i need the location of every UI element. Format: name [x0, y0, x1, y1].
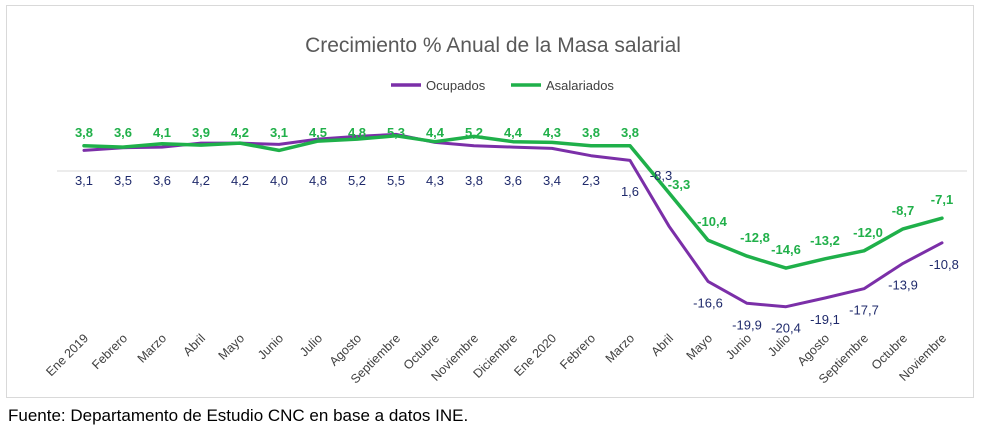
x-tick-label: Febrero	[557, 331, 598, 372]
data-label-asalariados: -3,3	[668, 177, 690, 192]
series-line-ocupados	[82, 132, 944, 309]
data-label-asalariados: -7,1	[931, 192, 953, 207]
x-tick-label: Abril	[649, 331, 677, 359]
source-note: Fuente: Departamento de Estudio CNC en b…	[8, 406, 469, 425]
data-label-asalariados: -14,6	[771, 242, 801, 257]
data-label-asalariados: -12,8	[740, 230, 770, 245]
series-layer	[82, 132, 944, 309]
data-label-ocupados: 3,5	[114, 173, 132, 188]
data-label-ocupados: 4,3	[426, 173, 444, 188]
data-label-ocupados: 2,3	[582, 173, 600, 188]
x-tick-label: Agosto	[327, 331, 364, 368]
x-tick-label: Julio	[297, 331, 325, 359]
data-label-ocupados: -16,6	[693, 295, 723, 310]
data-label-ocupados: 5,2	[348, 173, 366, 188]
data-label-asalariados: 3,6	[114, 125, 132, 140]
data-label-ocupados: 5,5	[387, 173, 405, 188]
x-tick-label: Abril	[181, 331, 209, 359]
data-label-ocupados: 4,8	[309, 173, 327, 188]
legend: Ocupados Asalariados	[391, 78, 614, 93]
data-label-asalariados: 4,4	[426, 125, 445, 140]
chart-title: Crecimiento % Anual de la Masa salarial	[305, 34, 681, 57]
x-tick-label: Marzo	[135, 331, 169, 365]
data-label-ocupados: -19,9	[732, 317, 762, 332]
x-tick-label: Junio	[723, 331, 754, 362]
data-label-ocupados: 4,2	[231, 173, 249, 188]
data-label-ocupados: 3,1	[75, 173, 93, 188]
data-label-asalariados: 5,2	[465, 125, 483, 140]
data-label-ocupados: 3,6	[504, 173, 522, 188]
line-chart: Crecimiento % Anual de la Masa salarial …	[43, 34, 967, 386]
data-label-asalariados: 4,5	[309, 125, 327, 140]
data-label-ocupados: 3,8	[465, 173, 483, 188]
data-label-asalariados: 4,4	[504, 125, 523, 140]
chart-frame: Crecimiento % Anual de la Masa salarial …	[6, 5, 974, 398]
series-line-asalariados	[82, 134, 944, 270]
data-label-asalariados: 3,9	[192, 125, 210, 140]
x-tick-label: Mayo	[216, 331, 248, 363]
x-tick-label: Febrero	[89, 331, 130, 372]
data-label-asalariados: 3,8	[621, 125, 639, 140]
data-label-ocupados: -13,9	[888, 277, 918, 292]
data-label-asalariados: 3,8	[75, 125, 93, 140]
data-label-ocupados: 3,4	[543, 173, 561, 188]
data-label-ocupados: 4,2	[192, 173, 210, 188]
data-label-ocupados: 1,6	[621, 184, 639, 199]
data-label-asalariados: -8,7	[892, 203, 914, 218]
x-tick-label: Marzo	[603, 331, 637, 365]
data-label-ocupados: 3,6	[153, 173, 171, 188]
data-label-asalariados: 4,3	[543, 125, 561, 140]
data-label-asalariados: 5,3	[387, 125, 405, 140]
x-tick-label: Mayo	[684, 331, 716, 363]
data-label-asalariados: -10,4	[697, 214, 727, 229]
data-label-asalariados: 4,2	[231, 125, 249, 140]
data-label-ocupados: -17,7	[849, 303, 879, 318]
x-tick-label: Junio	[255, 331, 286, 362]
data-label-ocupados: -20,4	[771, 321, 801, 336]
legend-label-asalariados: Asalariados	[546, 78, 614, 93]
data-label-layer: 3,1 3,5 3,6 4,2 4,2 4,0 4,8 5,2 5,5 4,3 3,8 3,6 3,4 2…	[75, 125, 959, 336]
data-label-ocupados: -19,1	[810, 312, 840, 327]
data-label-asalariados: 4,8	[348, 125, 366, 140]
data-label-asalariados: 3,8	[582, 125, 600, 140]
data-label-asalariados: -12,0	[853, 225, 883, 240]
data-label-ocupados: -10,8	[929, 257, 959, 272]
data-label-asalariados: 4,1	[153, 125, 171, 140]
data-label-asalariados: 3,1	[270, 125, 288, 140]
data-label-asalariados: -13,2	[810, 233, 840, 248]
data-label-ocupados: -8,3	[650, 168, 672, 183]
legend-label-ocupados: Ocupados	[426, 78, 486, 93]
x-tick-label: Agosto	[795, 331, 832, 368]
data-label-ocupados: 4,0	[270, 173, 288, 188]
x-tick-label: Ene 2020	[511, 331, 559, 379]
x-tick-label: Ene 2019	[43, 331, 91, 379]
